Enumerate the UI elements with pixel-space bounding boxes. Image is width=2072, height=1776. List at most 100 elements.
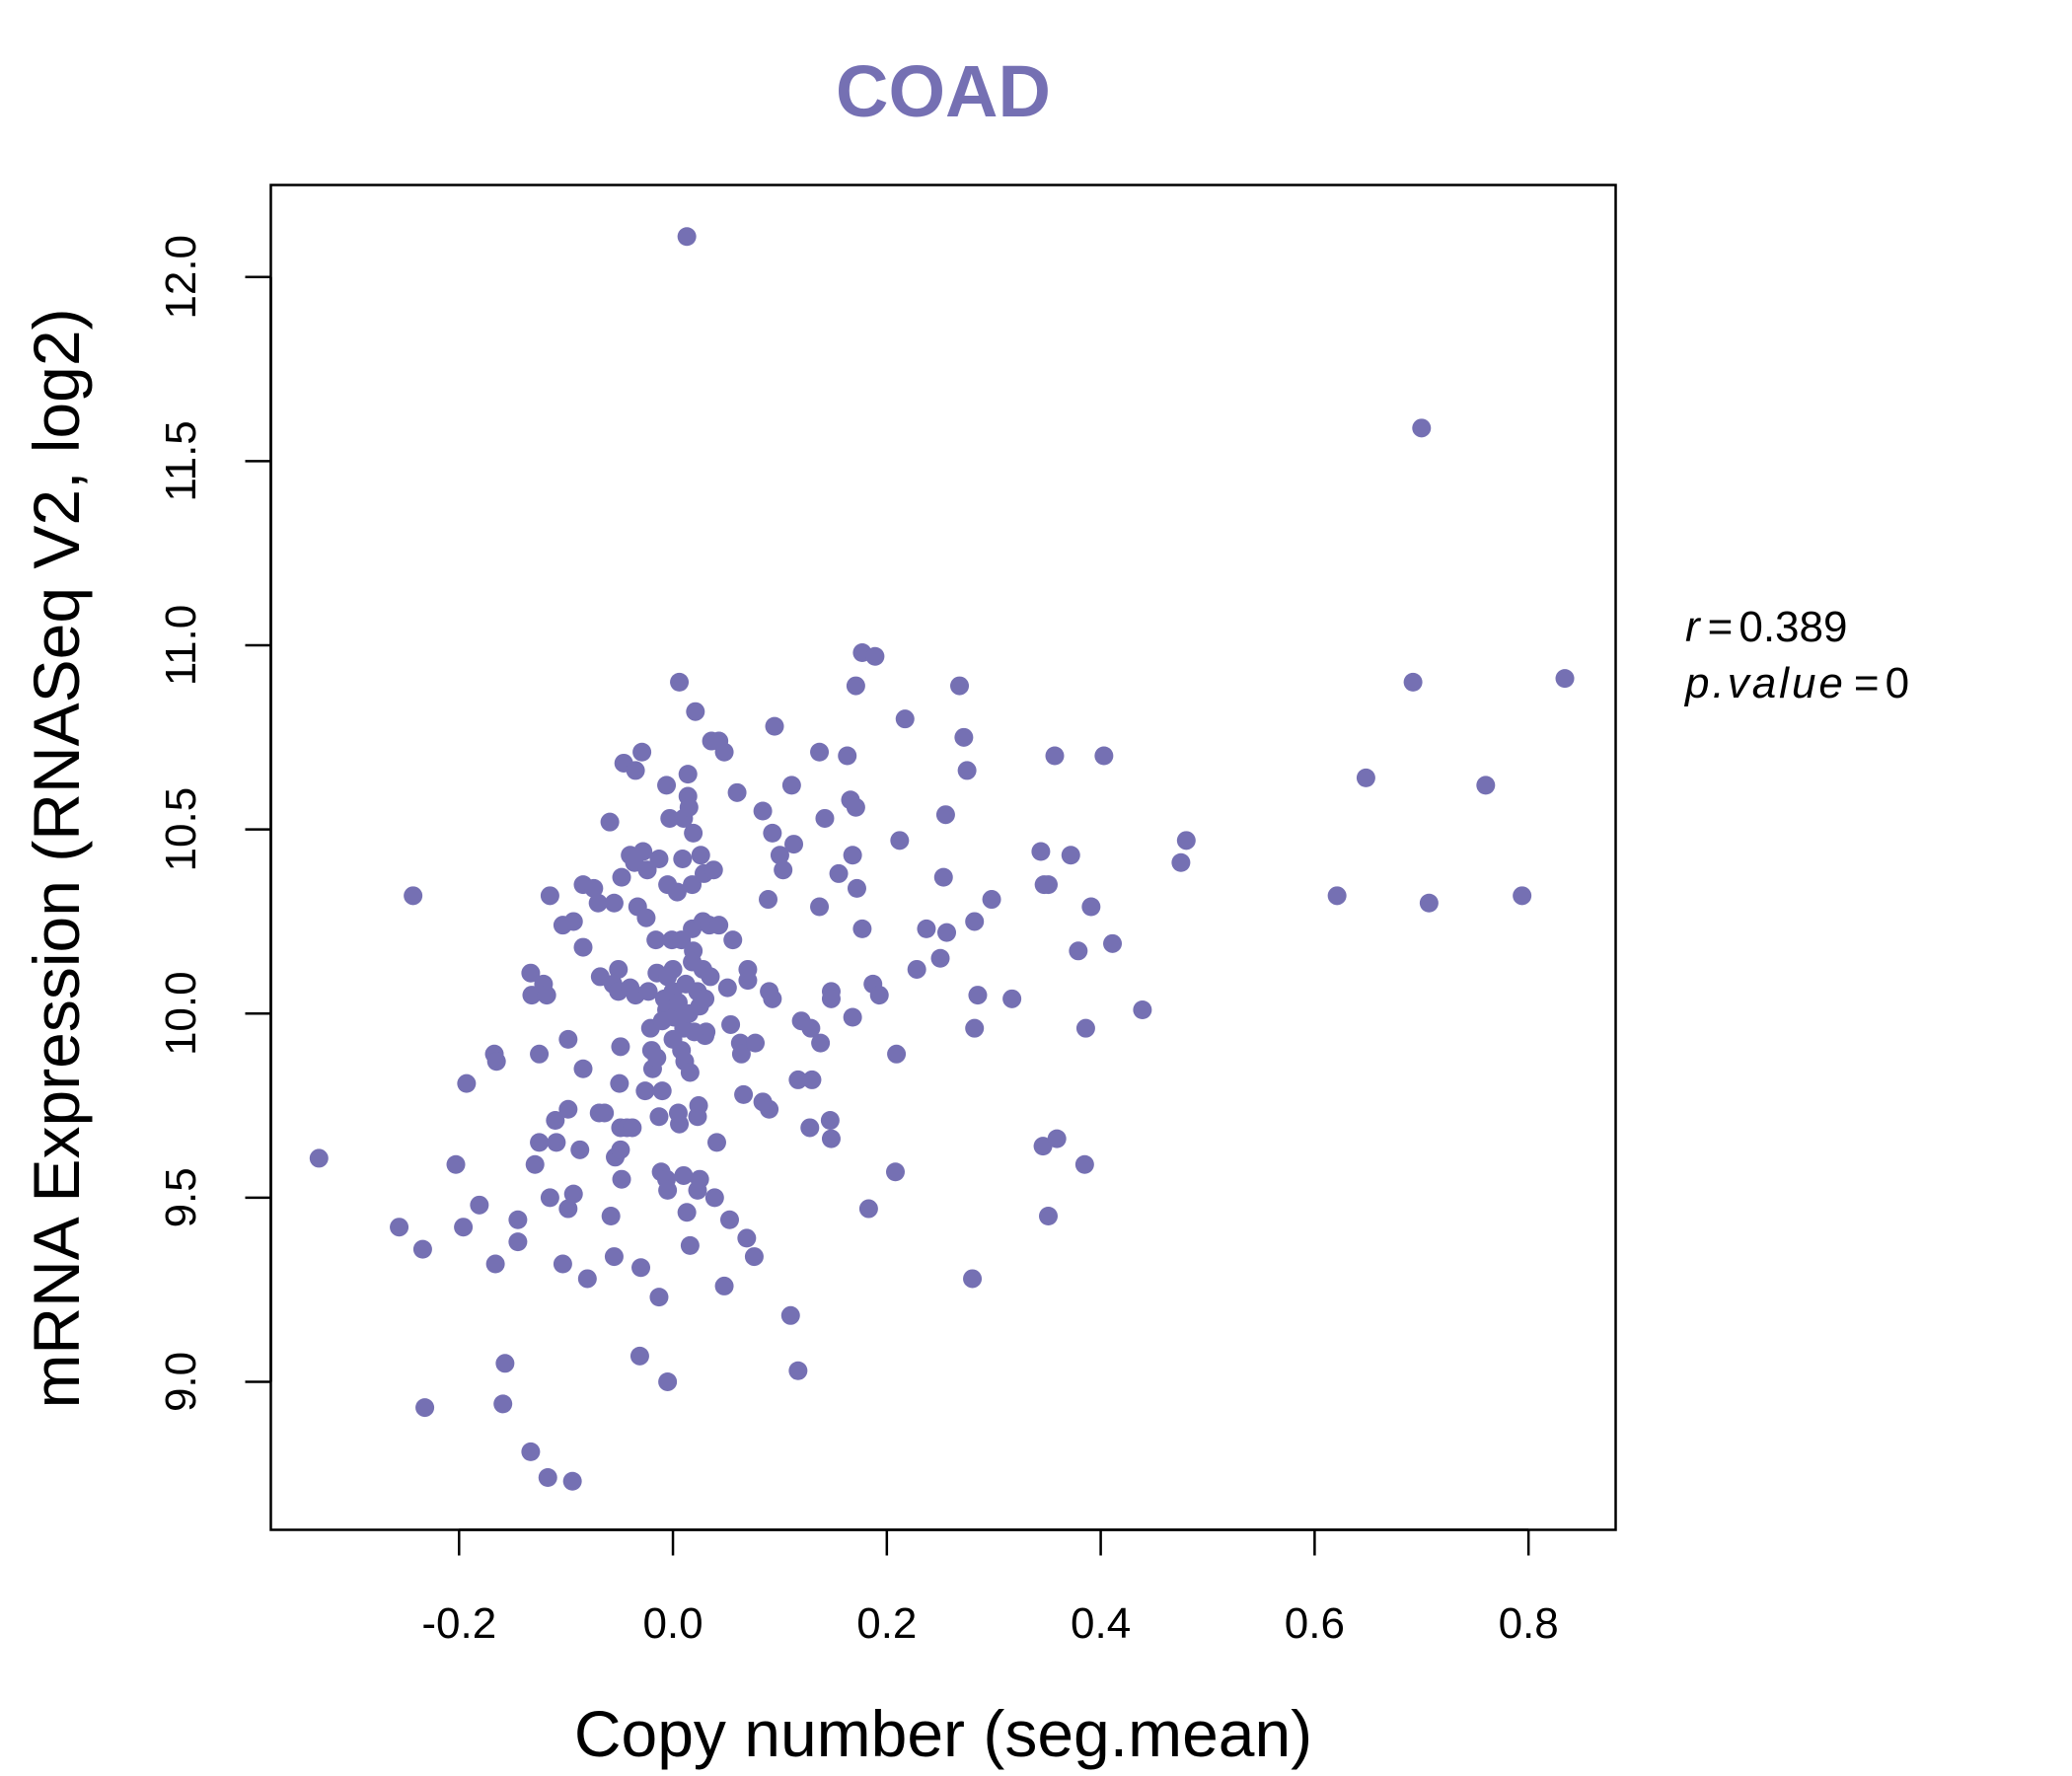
data-point [495,1354,515,1373]
y-tick-label: 12.0 [157,235,205,320]
data-point [843,1007,862,1027]
data-point [558,1199,578,1219]
data-point [691,846,710,865]
data-point [829,863,849,883]
stats-annotation: r = 0.389 p.value = 0 [1683,603,1909,707]
data-point [1061,846,1080,865]
data-point [982,890,1001,910]
data-point [810,897,830,917]
data-point [704,1188,724,1208]
data-point [1327,886,1347,906]
data-point [1047,1129,1067,1148]
data-point [508,1210,528,1229]
data-point [727,782,747,802]
data-point [937,923,957,942]
data-point [588,893,608,913]
data-point [668,1103,688,1123]
data-point [763,989,782,1008]
data-point [821,1129,841,1148]
data-point [676,974,696,994]
data-point [957,761,977,780]
data-point [1133,1000,1152,1020]
data-point [820,1110,840,1130]
data-point [784,835,804,854]
data-point [635,1081,655,1101]
data-point [689,1096,708,1116]
y-tick-label: 11.0 [157,605,205,686]
data-point [609,959,629,979]
data-point [470,1195,489,1215]
data-point [719,1210,739,1229]
x-axis-label: Copy number (seg.mean) [574,1697,1312,1770]
data-point [965,1018,985,1038]
data-point [674,1165,694,1185]
y-tick-label: 10.5 [157,787,205,872]
data-point [573,937,593,957]
data-point [930,948,950,968]
data-point [1419,893,1439,913]
data-point [612,867,631,887]
data-point [895,709,915,729]
data-point [714,742,734,762]
data-point [1002,989,1022,1008]
data-point [680,1063,700,1082]
data-point [623,1118,642,1138]
data-point [1031,842,1051,861]
data-point [683,875,703,895]
data-point [604,893,624,913]
data-point [788,1070,808,1089]
data-point [522,986,542,1005]
data-point [677,227,697,247]
x-tick-label: 0.8 [1499,1599,1559,1648]
data-point [631,1258,651,1278]
data-point [404,886,423,906]
data-point [721,1014,741,1034]
y-axis-label: mRNA Expression (RNASeq V2, log2) [20,308,93,1408]
data-point [537,986,556,1005]
data-point [686,702,705,721]
data-point [673,849,693,868]
data-point [446,1154,466,1174]
data-point [546,1110,565,1130]
data-point [649,1107,669,1127]
data-point [950,676,970,696]
data-point [1069,941,1088,961]
data-point [660,808,680,828]
data-point [738,971,758,991]
data-point [626,761,645,780]
data-point [670,672,690,692]
data-point [540,886,559,906]
data-point [658,1180,678,1200]
data-point [658,967,678,987]
data-point [1045,746,1065,766]
y-tick-label: 11.5 [157,420,205,501]
data-point [1513,886,1532,906]
data-point [525,1154,545,1174]
data-point [746,1033,766,1053]
data-point [734,1084,754,1104]
data-point [753,801,773,821]
data-point [1103,933,1123,953]
data-point [485,1254,505,1274]
data-point [508,1232,528,1252]
data-point [954,727,974,747]
data-point [717,978,737,998]
data-point [963,1269,983,1289]
data-point [558,1099,578,1119]
x-tick-label: 0.6 [1285,1599,1345,1648]
data-point [760,1099,779,1119]
p-value: 0 [1886,659,1909,707]
data-point [802,1070,822,1089]
data-point [486,1052,506,1072]
data-point [611,1140,630,1159]
data-point [1038,875,1058,895]
data-point [810,742,830,762]
y-tick-label: 9.5 [157,1167,205,1227]
data-point [933,867,953,887]
data-point [714,1276,734,1295]
data-point [706,1133,726,1152]
data-point [1403,672,1423,692]
data-point [657,776,677,795]
data-point [1171,852,1191,872]
